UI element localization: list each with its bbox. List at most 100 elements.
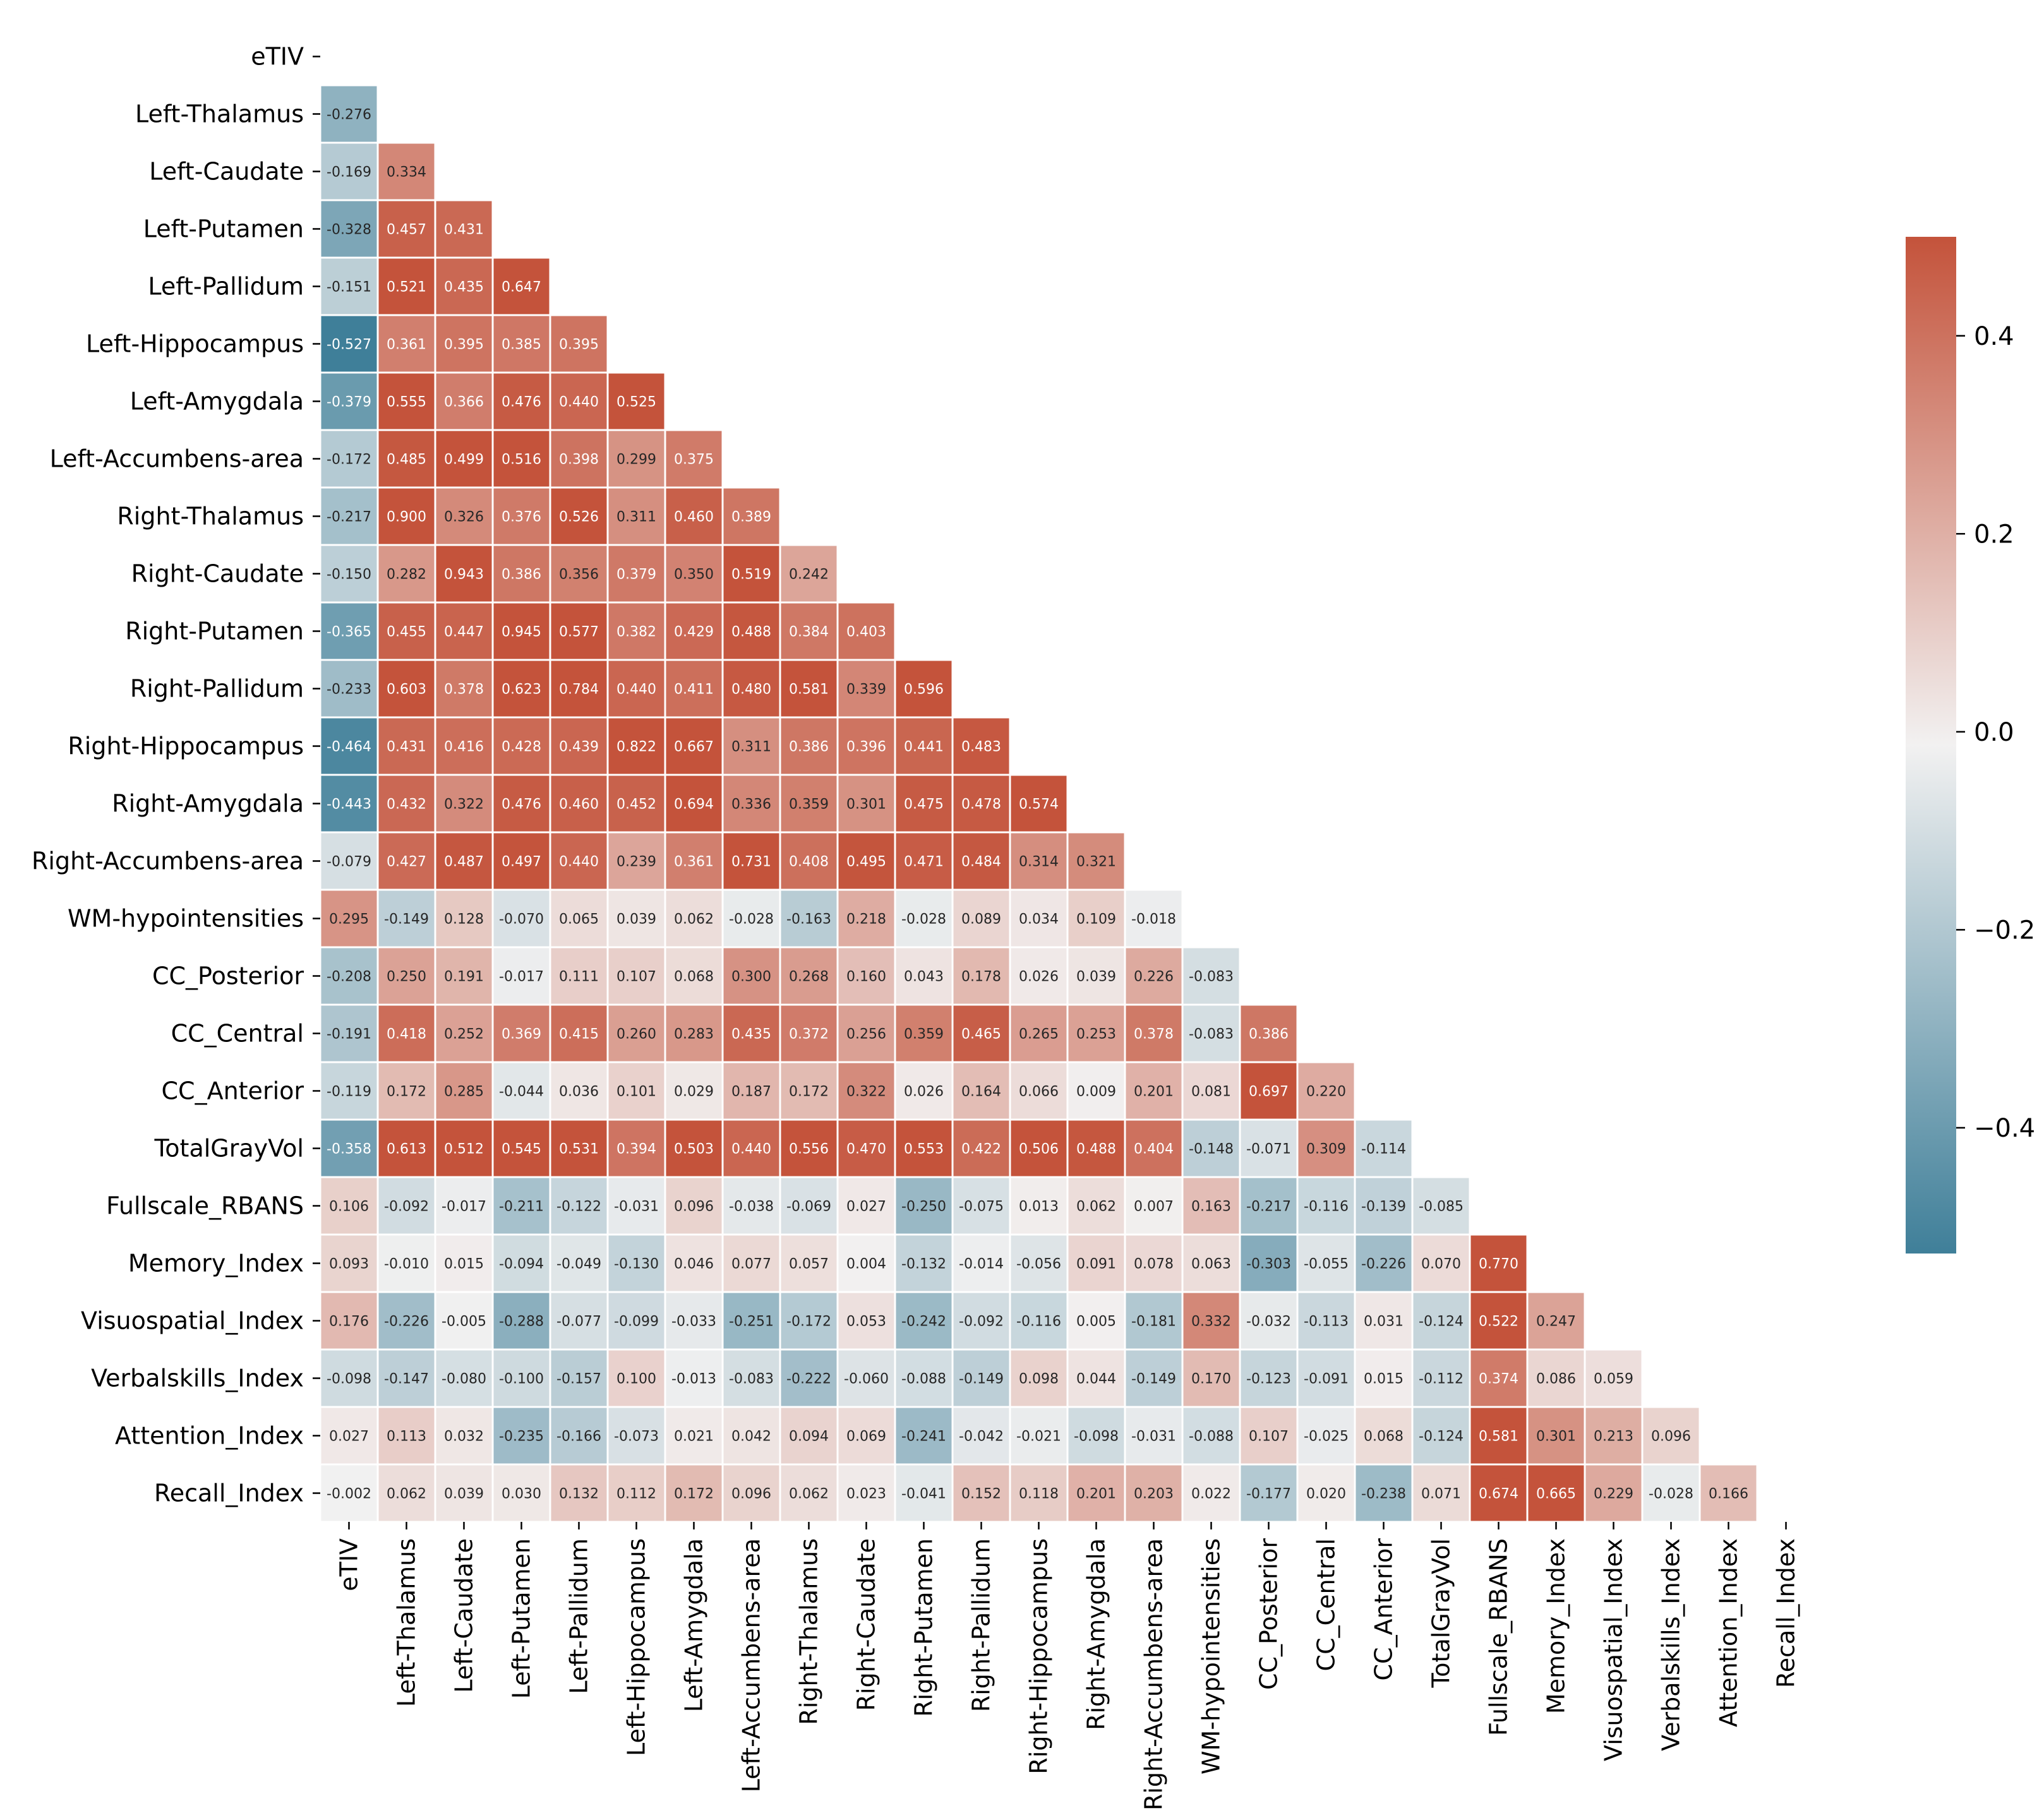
cell-value-label: 0.427 (387, 854, 426, 870)
x-tick-label: Verbalskills_Index (1657, 1538, 1685, 1751)
cell-value-label: 0.484 (961, 854, 1001, 870)
heatmap-cell (376, 1233, 436, 1293)
heatmap-cell (951, 1348, 1011, 1408)
x-tick-label: WM-hypointensities (1198, 1538, 1225, 1774)
cell-value-label: 0.301 (846, 797, 886, 813)
cell-value-label: -0.116 (1016, 1314, 1061, 1330)
cell-value-label: -0.208 (327, 969, 371, 985)
y-tick-label: Attention_Index (115, 1422, 304, 1450)
cell-value-label: 0.256 (846, 1027, 886, 1043)
heatmap-cell (1526, 1348, 1586, 1408)
cell-value-label: 0.499 (444, 452, 484, 468)
cell-value-label: -0.083 (1189, 969, 1234, 985)
cell-value-label: -0.123 (1246, 1372, 1291, 1387)
heatmap-cell (779, 716, 839, 776)
cell-value-label: 0.674 (1479, 1487, 1518, 1502)
cell-value-label: 0.066 (1019, 1084, 1059, 1100)
cell-value-label: -0.226 (384, 1314, 429, 1330)
cell-value-label: 0.109 (1076, 912, 1116, 928)
cell-value-label: -0.169 (327, 165, 371, 181)
cell-value-label: -0.464 (327, 739, 371, 755)
cell-value-label: -0.149 (959, 1372, 1004, 1387)
heatmap-cell (606, 716, 666, 776)
cell-value-label: -0.163 (786, 912, 831, 928)
heatmap-cell (319, 774, 379, 834)
cell-value-label: -0.124 (1419, 1314, 1464, 1330)
x-tick-label: Visuospatial_Index (1600, 1538, 1628, 1761)
x-tick-label: eTIV (335, 1538, 363, 1591)
cell-value-label: 0.203 (1134, 1487, 1174, 1502)
cell-value-label: 0.068 (1364, 1429, 1404, 1445)
heatmap-cell (606, 1233, 666, 1293)
cell-value-label: -0.358 (327, 1142, 371, 1158)
heatmap-cell (779, 1233, 839, 1293)
heatmap-cell (606, 429, 666, 489)
cell-value-label: 0.521 (387, 280, 426, 296)
colorbar-tick-label: −0.4 (1974, 1114, 2035, 1143)
cell-value-label: 0.247 (1536, 1314, 1576, 1330)
cell-value-label: 0.106 (329, 1199, 369, 1215)
cell-value-label: -0.073 (614, 1429, 659, 1445)
y-tick-label: Fullscale_RBANS (106, 1192, 304, 1220)
heatmap-cell (1584, 1463, 1644, 1523)
y-tick-label: Verbalskills_Index (91, 1365, 304, 1392)
cell-value-label: 0.078 (1134, 1257, 1174, 1272)
cell-value-label: 0.031 (1364, 1314, 1404, 1330)
heatmap-cell (951, 1003, 1011, 1063)
y-tick-label: Left-Pallidum (148, 273, 304, 301)
heatmap-cell (1354, 1233, 1414, 1293)
cell-value-label: 0.428 (502, 739, 541, 755)
y-tick-label: CC_Anterior (162, 1077, 304, 1105)
heatmap-cell (664, 1003, 724, 1063)
heatmap-cell (319, 716, 379, 776)
heatmap-cell (721, 601, 781, 661)
cell-value-label: 0.301 (1536, 1429, 1576, 1445)
cell-value-label: 0.013 (1019, 1199, 1059, 1215)
heatmap-cell (549, 1463, 609, 1523)
heatmap-cell (1009, 831, 1069, 891)
heatmap-cell (434, 199, 494, 259)
cell-value-label: 0.531 (559, 1142, 599, 1158)
y-tick-label: Left-Amygdala (130, 388, 304, 416)
cell-value-label: 0.172 (674, 1487, 714, 1502)
heatmap-cell (319, 141, 379, 201)
cell-value-label: 0.404 (1134, 1142, 1174, 1158)
cell-value-label: 0.021 (674, 1429, 714, 1445)
x-tick-label: Left-Pallidum (565, 1538, 593, 1694)
cell-value-label: -0.288 (499, 1314, 544, 1330)
cell-value-label: -0.083 (729, 1372, 774, 1387)
x-tick-label: Left-Accumbens-area (738, 1538, 766, 1792)
heatmap-cell (606, 601, 666, 661)
heatmap-cell (836, 1118, 896, 1178)
cell-value-label: 0.440 (559, 854, 599, 870)
heatmap-cell (549, 1118, 609, 1178)
cell-value-label: 0.220 (1306, 1084, 1346, 1100)
cell-value-label: 0.411 (674, 682, 714, 698)
y-tick-label: Left-Hippocampus (86, 330, 304, 358)
cell-value-label: -0.151 (327, 280, 371, 296)
heatmap-cell (606, 544, 666, 604)
cell-value-label: -0.018 (1131, 912, 1176, 928)
y-tick-label: Left-Putamen (143, 215, 304, 243)
heatmap-cell (1411, 1233, 1471, 1293)
cell-value-label: 0.487 (444, 854, 484, 870)
heatmap-cell (721, 1463, 781, 1523)
heatmap-cell (606, 371, 666, 431)
cell-value-label: 0.361 (387, 337, 426, 353)
heatmap-cell (1066, 946, 1126, 1006)
heatmap-cell (664, 1348, 724, 1408)
cell-value-label: 0.128 (444, 912, 484, 928)
heatmap-cell (721, 1406, 781, 1466)
heatmap-cell (1181, 1176, 1241, 1236)
cell-value-label: 0.098 (1019, 1372, 1059, 1387)
heatmap-cell (836, 1463, 896, 1523)
heatmap-cell (721, 716, 781, 776)
colorbar-tick-label: −0.2 (1974, 916, 2035, 945)
cell-value-label: 0.030 (502, 1487, 541, 1502)
y-tick-label: Left-Accumbens-area (50, 445, 304, 473)
cell-value-label: 0.372 (789, 1027, 829, 1043)
cell-value-label: 0.026 (1019, 969, 1059, 985)
heatmap-cell (376, 429, 436, 489)
x-tick-label: CC_Posterior (1255, 1538, 1283, 1690)
heatmap-cell (1181, 946, 1241, 1006)
